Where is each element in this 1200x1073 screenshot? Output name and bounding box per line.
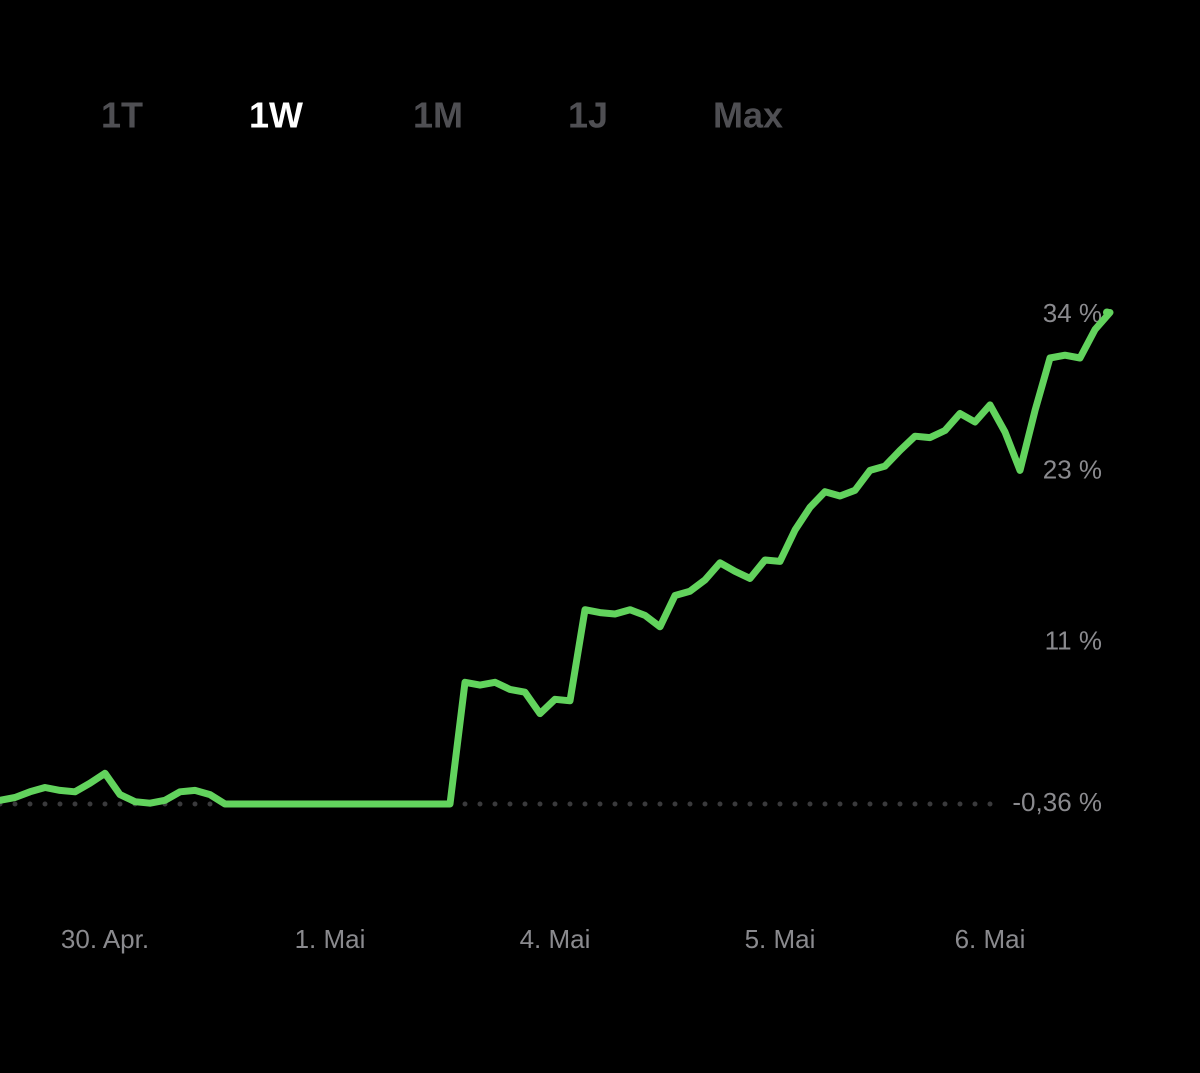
y-tick-label: 23 % <box>1043 455 1102 485</box>
range-tab[interactable]: 1W <box>249 95 303 136</box>
range-tab[interactable]: Max <box>713 95 783 136</box>
y-tick-label: 11 % <box>1045 625 1102 655</box>
range-tab[interactable]: 1M <box>413 95 463 136</box>
y-tick-label: 34 % <box>1043 298 1102 328</box>
x-tick-label: 5. Mai <box>745 924 816 954</box>
x-tick-label: 4. Mai <box>520 924 591 954</box>
x-tick-label: 1. Mai <box>295 924 366 954</box>
price-line <box>0 309 1114 808</box>
y-tick-label: -0,36 % <box>1012 787 1102 817</box>
x-tick-label: 30. Apr. <box>61 924 149 954</box>
x-tick-label: 6. Mai <box>955 924 1026 954</box>
end-dot <box>1103 308 1111 317</box>
range-tab[interactable]: 1T <box>101 95 143 136</box>
range-tab[interactable]: 1J <box>568 95 608 136</box>
